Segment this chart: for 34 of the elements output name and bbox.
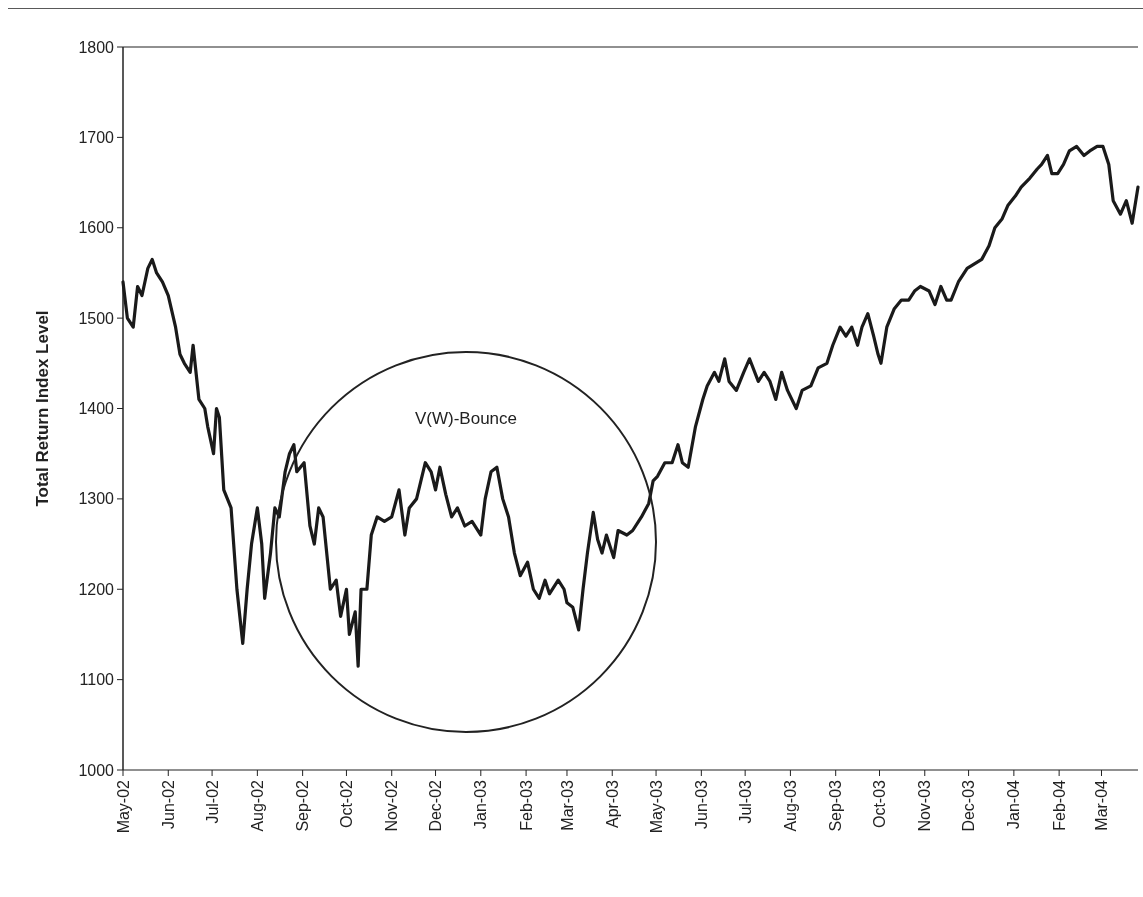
x-tick-label: Nov-02 xyxy=(383,779,401,832)
y-tick-label: 1600 xyxy=(78,219,115,237)
x-tick-label: Mar-04 xyxy=(1093,779,1111,831)
y-tick-label: 1700 xyxy=(78,128,115,146)
x-tick-label: Sep-03 xyxy=(827,779,845,832)
y-tick-label: 1400 xyxy=(78,400,115,418)
x-tick-label: Sep-02 xyxy=(294,779,312,832)
y-tick-label: 1200 xyxy=(78,580,115,598)
x-tick-label: Nov-03 xyxy=(916,779,934,832)
x-tick-label: Oct-02 xyxy=(338,779,356,829)
y-tick-label: 1100 xyxy=(79,671,115,689)
x-tick-label: Jun-03 xyxy=(692,779,710,829)
y-tick-label: 1300 xyxy=(78,490,115,508)
x-tick-label: Jul-02 xyxy=(203,779,221,824)
x-tick-label: Dec-02 xyxy=(427,779,445,832)
x-tick-label: Aug-02 xyxy=(248,779,266,832)
annotation: V(W)-Bounce xyxy=(414,408,518,428)
x-tick-label: Jan-04 xyxy=(1005,779,1023,829)
x-tick-label: Jun-02 xyxy=(159,779,177,829)
x-tick-label: Jul-03 xyxy=(736,779,754,824)
x-tick-label: Feb-04 xyxy=(1050,779,1068,831)
y-tick-label: 1000 xyxy=(78,761,115,779)
x-tick-label: Jan-03 xyxy=(472,779,490,829)
x-tick-label: Oct-03 xyxy=(871,779,889,829)
y-tick-label: 1500 xyxy=(78,309,115,327)
x-tick-label: Aug-03 xyxy=(782,779,800,832)
x-tick-label: Dec-03 xyxy=(960,779,978,832)
y-tick-label: 1800 xyxy=(78,38,115,56)
x-tick-label: May-03 xyxy=(647,779,665,834)
x-tick-label: Feb-03 xyxy=(517,779,535,831)
x-tick-label: Apr-03 xyxy=(603,779,621,829)
x-tick-label: May-02 xyxy=(114,779,132,834)
x-tick-label: Mar-03 xyxy=(558,779,576,831)
y-axis-title: Total Return Index Level xyxy=(33,310,52,507)
